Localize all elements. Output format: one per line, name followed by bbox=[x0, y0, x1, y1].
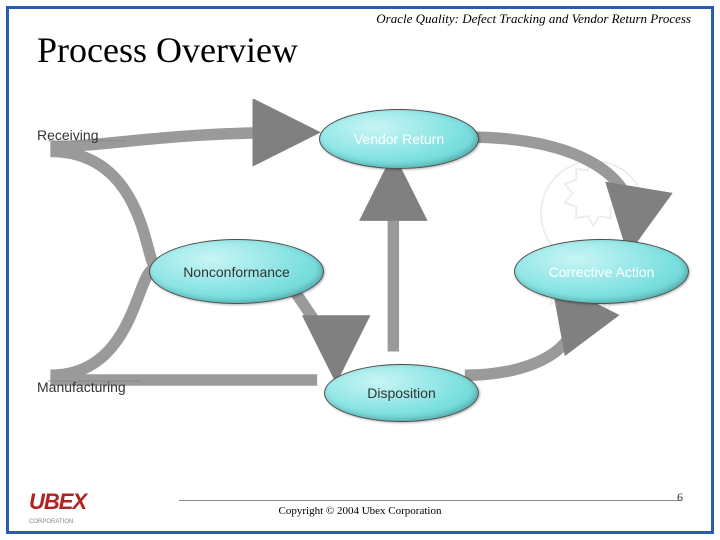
footer: UBEX CORPORATION Copyright © 2004 Ubex C… bbox=[9, 473, 711, 523]
slide-frame: Oracle Quality: Defect Tracking and Vend… bbox=[6, 6, 714, 534]
node-nonconformance: Nonconformance bbox=[149, 239, 324, 304]
header-text: Oracle Quality: Defect Tracking and Vend… bbox=[376, 11, 691, 27]
logo: UBEX bbox=[29, 489, 86, 515]
input-manufacturing: Manufacturing bbox=[37, 379, 126, 395]
copyright: Copyright © 2004 Ubex Corporation bbox=[279, 505, 442, 517]
footer-divider bbox=[179, 500, 681, 501]
page-title: Process Overview bbox=[37, 29, 298, 71]
input-receiving: Receiving bbox=[37, 127, 98, 143]
node-vendor-return: Vendor Return bbox=[319, 109, 479, 169]
process-diagram: Receiving Manufacturing Vendor Return Nonc… bbox=[19, 99, 701, 461]
page-number: 6 bbox=[677, 490, 683, 505]
logo-subtext: CORPORATION bbox=[29, 519, 73, 525]
node-disposition: Disposition bbox=[324, 364, 479, 422]
node-corrective-action: Corrective Action bbox=[514, 239, 689, 304]
